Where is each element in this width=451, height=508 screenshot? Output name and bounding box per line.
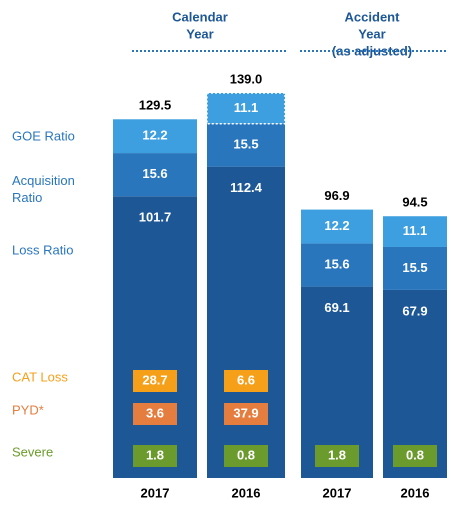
group-header: Accident bbox=[345, 9, 401, 24]
row-label: Loss Ratio bbox=[12, 242, 74, 258]
total-label: 129.5 bbox=[139, 98, 172, 113]
bar-segment bbox=[113, 119, 197, 154]
bar-segment bbox=[113, 196, 197, 478]
x-tick-label: 2016 bbox=[232, 485, 261, 500]
segment-label: 15.5 bbox=[402, 260, 427, 275]
segment-label: 67.9 bbox=[402, 303, 427, 318]
segment-label: 15.6 bbox=[324, 256, 349, 271]
row-label: GOE Ratio bbox=[12, 128, 75, 144]
overlay-box bbox=[224, 445, 268, 467]
overlay-box bbox=[393, 445, 437, 467]
group-header: Year bbox=[186, 26, 213, 41]
overlay-label: 28.7 bbox=[142, 372, 167, 387]
bar-segment bbox=[207, 166, 285, 479]
row-label: PYD* bbox=[12, 402, 44, 418]
overlay-label: 1.8 bbox=[328, 447, 346, 462]
segment-label: 15.5 bbox=[233, 137, 258, 152]
segment-label: 12.2 bbox=[324, 218, 349, 233]
row-label: CAT Loss bbox=[12, 369, 68, 385]
overlay-label: 0.8 bbox=[237, 447, 255, 462]
bar-segment bbox=[301, 243, 373, 287]
total-label: 139.0 bbox=[230, 71, 263, 86]
bar-segment bbox=[383, 216, 447, 247]
row-label: Acquisition Ratio bbox=[12, 173, 75, 205]
overlay-box bbox=[133, 403, 177, 425]
overlay-label: 3.6 bbox=[146, 405, 164, 420]
bar-segment bbox=[383, 246, 447, 290]
overlay-box bbox=[315, 445, 359, 467]
overlay-box bbox=[224, 370, 268, 392]
segment-label: 12.2 bbox=[142, 128, 167, 143]
x-tick-label: 2017 bbox=[323, 485, 352, 500]
overlay-label: 0.8 bbox=[406, 447, 424, 462]
overlay-box bbox=[224, 403, 268, 425]
group-header: Calendar bbox=[172, 9, 228, 24]
group-header: Year bbox=[358, 26, 385, 41]
overlay-label: 37.9 bbox=[233, 405, 258, 420]
overlay-box bbox=[133, 370, 177, 392]
bar-segment bbox=[113, 153, 197, 197]
segment-label: 101.7 bbox=[139, 210, 172, 225]
overlay-label: 6.6 bbox=[237, 372, 255, 387]
overlay-label: 1.8 bbox=[146, 447, 164, 462]
bar-segment bbox=[206, 92, 286, 125]
bar-segment bbox=[301, 209, 373, 244]
bar-segment bbox=[207, 123, 285, 167]
segment-label: 11.1 bbox=[403, 223, 428, 238]
row-label: Severe bbox=[12, 444, 54, 460]
segment-label: 69.1 bbox=[324, 300, 349, 315]
x-tick-label: 2016 bbox=[401, 485, 430, 500]
total-label: 94.5 bbox=[402, 195, 427, 210]
overlay-box bbox=[133, 445, 177, 467]
segment-label: 15.6 bbox=[142, 166, 167, 181]
x-tick-label: 2017 bbox=[141, 485, 170, 500]
segment-label: 11.1 bbox=[234, 100, 259, 115]
total-label: 96.9 bbox=[324, 188, 349, 203]
segment-label: 112.4 bbox=[230, 180, 263, 195]
